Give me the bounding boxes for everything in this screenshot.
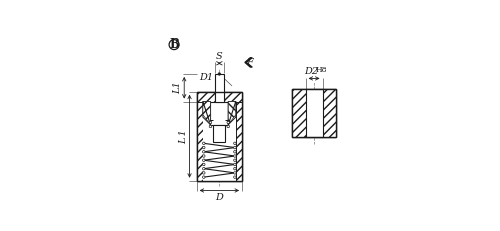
- Polygon shape: [228, 102, 236, 125]
- Bar: [196, 92, 242, 181]
- Text: D: D: [216, 193, 224, 202]
- Circle shape: [234, 167, 236, 170]
- Circle shape: [202, 146, 205, 149]
- Bar: [292, 89, 306, 137]
- Polygon shape: [203, 102, 210, 125]
- Circle shape: [234, 142, 236, 145]
- Circle shape: [202, 176, 205, 178]
- Circle shape: [209, 121, 212, 124]
- Bar: [196, 92, 242, 102]
- Circle shape: [169, 40, 179, 50]
- Text: S: S: [216, 52, 222, 61]
- Bar: [214, 125, 226, 143]
- Polygon shape: [228, 102, 236, 125]
- Text: D2: D2: [304, 67, 318, 76]
- Circle shape: [234, 176, 236, 178]
- Bar: [292, 89, 337, 137]
- Circle shape: [202, 172, 205, 174]
- Bar: [215, 74, 224, 102]
- Text: F: F: [246, 58, 252, 67]
- Polygon shape: [245, 58, 252, 67]
- Circle shape: [234, 172, 236, 174]
- Circle shape: [202, 163, 205, 166]
- Bar: [196, 92, 203, 181]
- Text: L1: L1: [174, 81, 182, 94]
- Circle shape: [202, 142, 205, 145]
- Circle shape: [234, 159, 236, 161]
- Circle shape: [234, 155, 236, 157]
- Circle shape: [218, 73, 220, 75]
- Text: H8: H8: [316, 67, 328, 75]
- Circle shape: [227, 121, 230, 124]
- Circle shape: [227, 125, 230, 128]
- Bar: [210, 102, 228, 125]
- Text: B: B: [169, 38, 179, 51]
- Bar: [215, 92, 224, 102]
- Polygon shape: [203, 102, 210, 125]
- Circle shape: [202, 151, 205, 153]
- Bar: [236, 92, 242, 181]
- Circle shape: [209, 125, 212, 128]
- Text: L 1: L 1: [179, 129, 188, 144]
- Bar: [322, 89, 336, 137]
- Circle shape: [202, 167, 205, 170]
- Circle shape: [202, 155, 205, 157]
- Circle shape: [234, 151, 236, 153]
- Bar: [306, 89, 322, 137]
- Circle shape: [234, 163, 236, 166]
- Circle shape: [234, 146, 236, 149]
- Bar: [203, 102, 236, 181]
- Text: D1: D1: [199, 73, 214, 82]
- Circle shape: [202, 159, 205, 161]
